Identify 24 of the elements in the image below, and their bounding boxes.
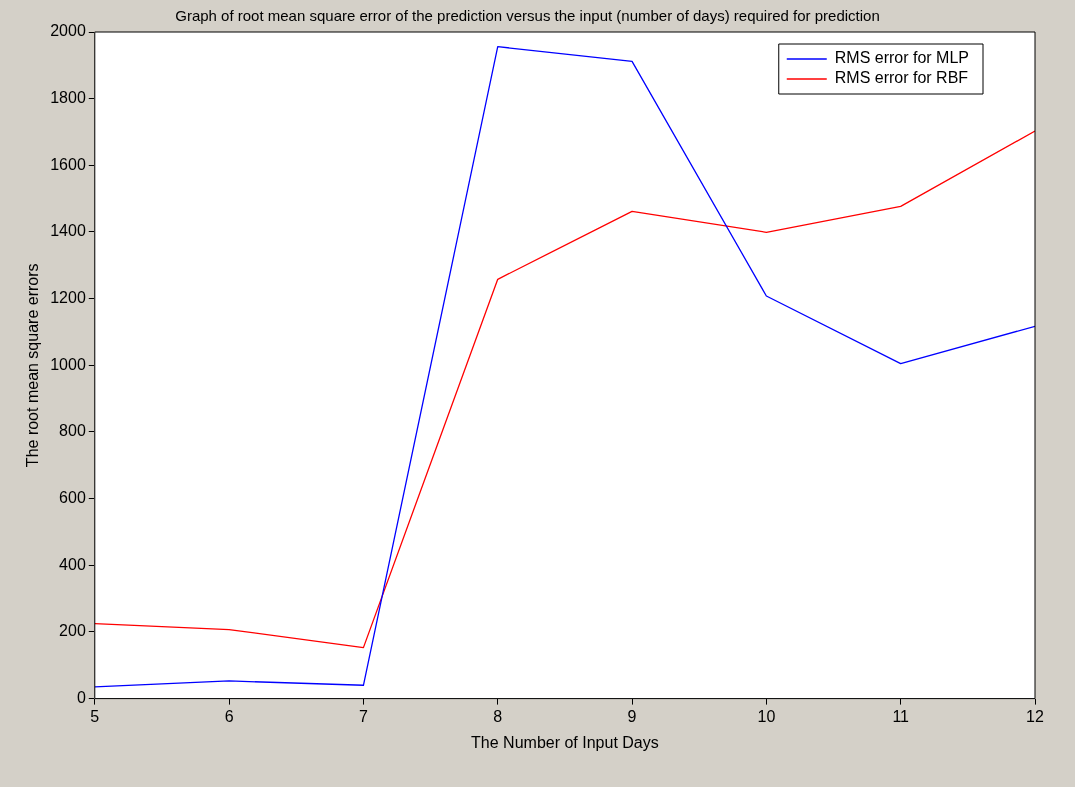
x-tick-label: 5 <box>90 707 100 725</box>
y-tick-label: 1400 <box>50 222 86 240</box>
legend-label: RMS error for RBF <box>834 69 969 87</box>
y-tick-label: 1800 <box>50 89 86 107</box>
legend-label: RMS error for MLP <box>834 49 970 67</box>
x-tick-label: 6 <box>224 707 234 725</box>
y-tick-label: 1000 <box>50 355 86 373</box>
x-tick-label: 8 <box>493 707 503 725</box>
x-tick-label: 11 <box>892 707 910 725</box>
chart-title: Graph of root mean square error of the prediction versus the input (number of days) required for prediction <box>175 7 880 25</box>
y-tick-label: 2000 <box>50 22 86 40</box>
y-tick-label: 200 <box>59 622 86 640</box>
y-tick-label: 1200 <box>50 289 86 307</box>
y-tick-label: 600 <box>59 489 86 507</box>
x-tick-label: 10 <box>757 707 776 725</box>
x-tick-label: 7 <box>358 707 368 725</box>
x-axis-title: The Number of Input Days <box>471 733 659 751</box>
x-tick-label: 12 <box>1026 707 1044 725</box>
y-tick-label: 1600 <box>50 155 86 173</box>
y-tick-label: 0 <box>76 689 86 707</box>
x-tick-label: 9 <box>627 707 637 725</box>
y-axis-title: The root mean square errors <box>24 263 42 468</box>
y-tick-label: 400 <box>59 555 86 573</box>
y-tick-label: 800 <box>59 422 86 440</box>
